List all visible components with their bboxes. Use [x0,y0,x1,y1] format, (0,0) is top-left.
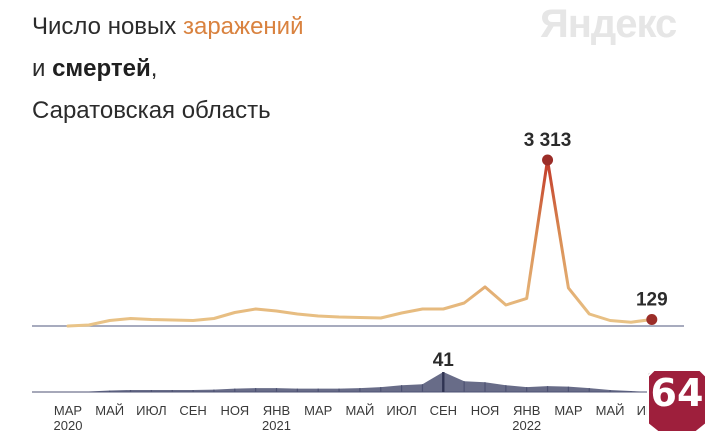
deaths-bar-2022-04 [588,388,590,392]
x-tick-label: МАР [54,403,82,418]
title-line-1: Число новых заражений [32,6,303,48]
x-tick-label: МАР [554,403,582,418]
title-region: Саратовская область [32,97,271,124]
title-comma: , [150,55,158,82]
region-64-badge [647,369,707,433]
deaths-bar-2020-05 [109,390,111,392]
infections-series-line-0 [66,158,654,328]
deaths-bar-2021-05 [359,388,361,392]
deaths-bar-2020-07 [150,390,152,392]
x-tick-label: НОЯ [220,403,249,418]
value-annotations: 3 313129410 [433,130,668,392]
x-tick-label: МАЙ [596,403,625,418]
x-axis: МАР МАЙ ИЮЛ СЕН НОЯ ЯНВ МАР МАЙ ИЮЛ СЕН НОЯ ЯНВ МАР М… [54,403,667,433]
x-tick-label: СЕН [179,403,206,418]
infections-value-label-0: 3 313 [524,130,572,151]
badge-label: 64 [650,371,704,415]
deaths-value-label-0: 41 [433,350,455,371]
deaths-bar-2021-07 [401,385,403,392]
deaths-bar-2022-02 [546,386,549,392]
deaths-bar-2021-11 [484,382,486,392]
deaths-bar-2020-06 [129,390,132,392]
x-year-label: 2022 [512,418,541,433]
deaths-bar-2020-10 [213,389,215,392]
deaths-bar-2021-03 [317,388,319,392]
deaths-bar-2021-01 [275,388,278,392]
title-deaths-word: смертей [52,55,151,82]
x-tick-label: ИЮЛ [136,403,166,418]
title-line-2: и смертей, [32,48,303,90]
deaths-bar-2021-04 [338,388,340,392]
x-tick-label: МАЙ [95,403,124,418]
deaths-bar-2020-12 [255,388,257,392]
x-tick-label: МАЙ [345,403,374,418]
yandex-logo: Яндекс [540,2,677,46]
x-tick-label: НОЯ [471,403,500,418]
deaths-bar-2020-08 [171,390,173,392]
x-tick-label: ЯНВ [513,403,540,418]
deaths-bar-2022-05 [609,390,611,392]
deaths-bar-2021-02 [296,388,298,392]
infections-marker-1 [646,314,658,326]
x-tick-label: МАР [304,403,332,418]
x-year-label: 2021 [262,418,291,433]
infections-chart [66,158,654,328]
x-tick-label: ЯНВ [263,403,290,418]
deaths-bar-2021-06 [380,387,382,392]
infections-value-label-1: 129 [636,290,668,311]
infections-marker-0 [542,154,554,166]
deaths-bar-2022-03 [567,386,569,392]
title-and: и [32,55,53,82]
deaths-bar-2020-09 [192,390,194,392]
deaths-bar-2021-08 [421,384,424,392]
deaths-chart [68,372,652,392]
title-infections-word: заражений [182,13,304,40]
chart-title: Число новых заражений и смертей, Саратов… [32,6,303,132]
title-prefix: Число новых [32,13,183,40]
deaths-peak-bar-0 [442,372,445,392]
x-year-label: 2020 [54,418,83,433]
x-tick-label: ИЮЛ [386,403,416,418]
deaths-bar-2021-12 [505,385,507,392]
deaths-bar-2021-10 [463,381,465,392]
deaths-bar-2022-01 [526,387,528,392]
deaths-bar-2020-11 [234,388,236,392]
x-tick-label: СЕН [430,403,457,418]
